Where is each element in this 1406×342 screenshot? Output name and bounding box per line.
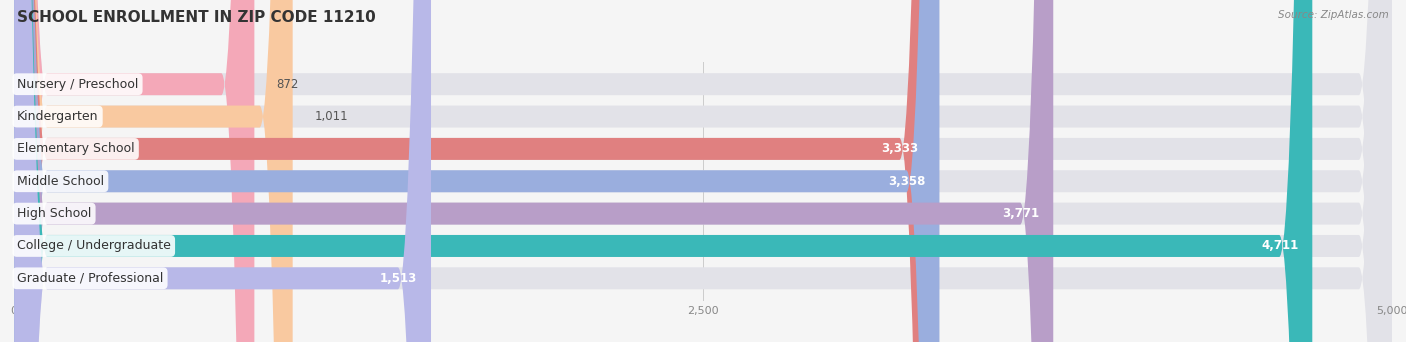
Text: SCHOOL ENROLLMENT IN ZIP CODE 11210: SCHOOL ENROLLMENT IN ZIP CODE 11210 bbox=[17, 10, 375, 25]
Text: Kindergarten: Kindergarten bbox=[17, 110, 98, 123]
FancyBboxPatch shape bbox=[14, 0, 292, 342]
FancyBboxPatch shape bbox=[14, 0, 254, 342]
Text: 4,711: 4,711 bbox=[1261, 239, 1299, 252]
Text: Graduate / Professional: Graduate / Professional bbox=[17, 272, 163, 285]
Text: Middle School: Middle School bbox=[17, 175, 104, 188]
FancyBboxPatch shape bbox=[14, 0, 1392, 342]
Text: 872: 872 bbox=[277, 78, 299, 91]
Text: College / Undergraduate: College / Undergraduate bbox=[17, 239, 170, 252]
Text: Source: ZipAtlas.com: Source: ZipAtlas.com bbox=[1278, 10, 1389, 20]
FancyBboxPatch shape bbox=[14, 0, 1392, 342]
FancyBboxPatch shape bbox=[14, 0, 939, 342]
Text: 3,771: 3,771 bbox=[1002, 207, 1039, 220]
FancyBboxPatch shape bbox=[14, 0, 1392, 342]
FancyBboxPatch shape bbox=[14, 0, 1053, 342]
Text: 3,333: 3,333 bbox=[882, 142, 918, 155]
FancyBboxPatch shape bbox=[14, 0, 1392, 342]
FancyBboxPatch shape bbox=[14, 0, 932, 342]
FancyBboxPatch shape bbox=[14, 0, 1392, 342]
FancyBboxPatch shape bbox=[14, 0, 1392, 342]
Text: 3,358: 3,358 bbox=[889, 175, 925, 188]
FancyBboxPatch shape bbox=[14, 0, 1392, 342]
Text: Elementary School: Elementary School bbox=[17, 142, 135, 155]
Text: 1,011: 1,011 bbox=[315, 110, 349, 123]
FancyBboxPatch shape bbox=[14, 0, 432, 342]
FancyBboxPatch shape bbox=[14, 0, 1312, 342]
Text: High School: High School bbox=[17, 207, 91, 220]
Text: Nursery / Preschool: Nursery / Preschool bbox=[17, 78, 138, 91]
Text: 1,513: 1,513 bbox=[380, 272, 418, 285]
